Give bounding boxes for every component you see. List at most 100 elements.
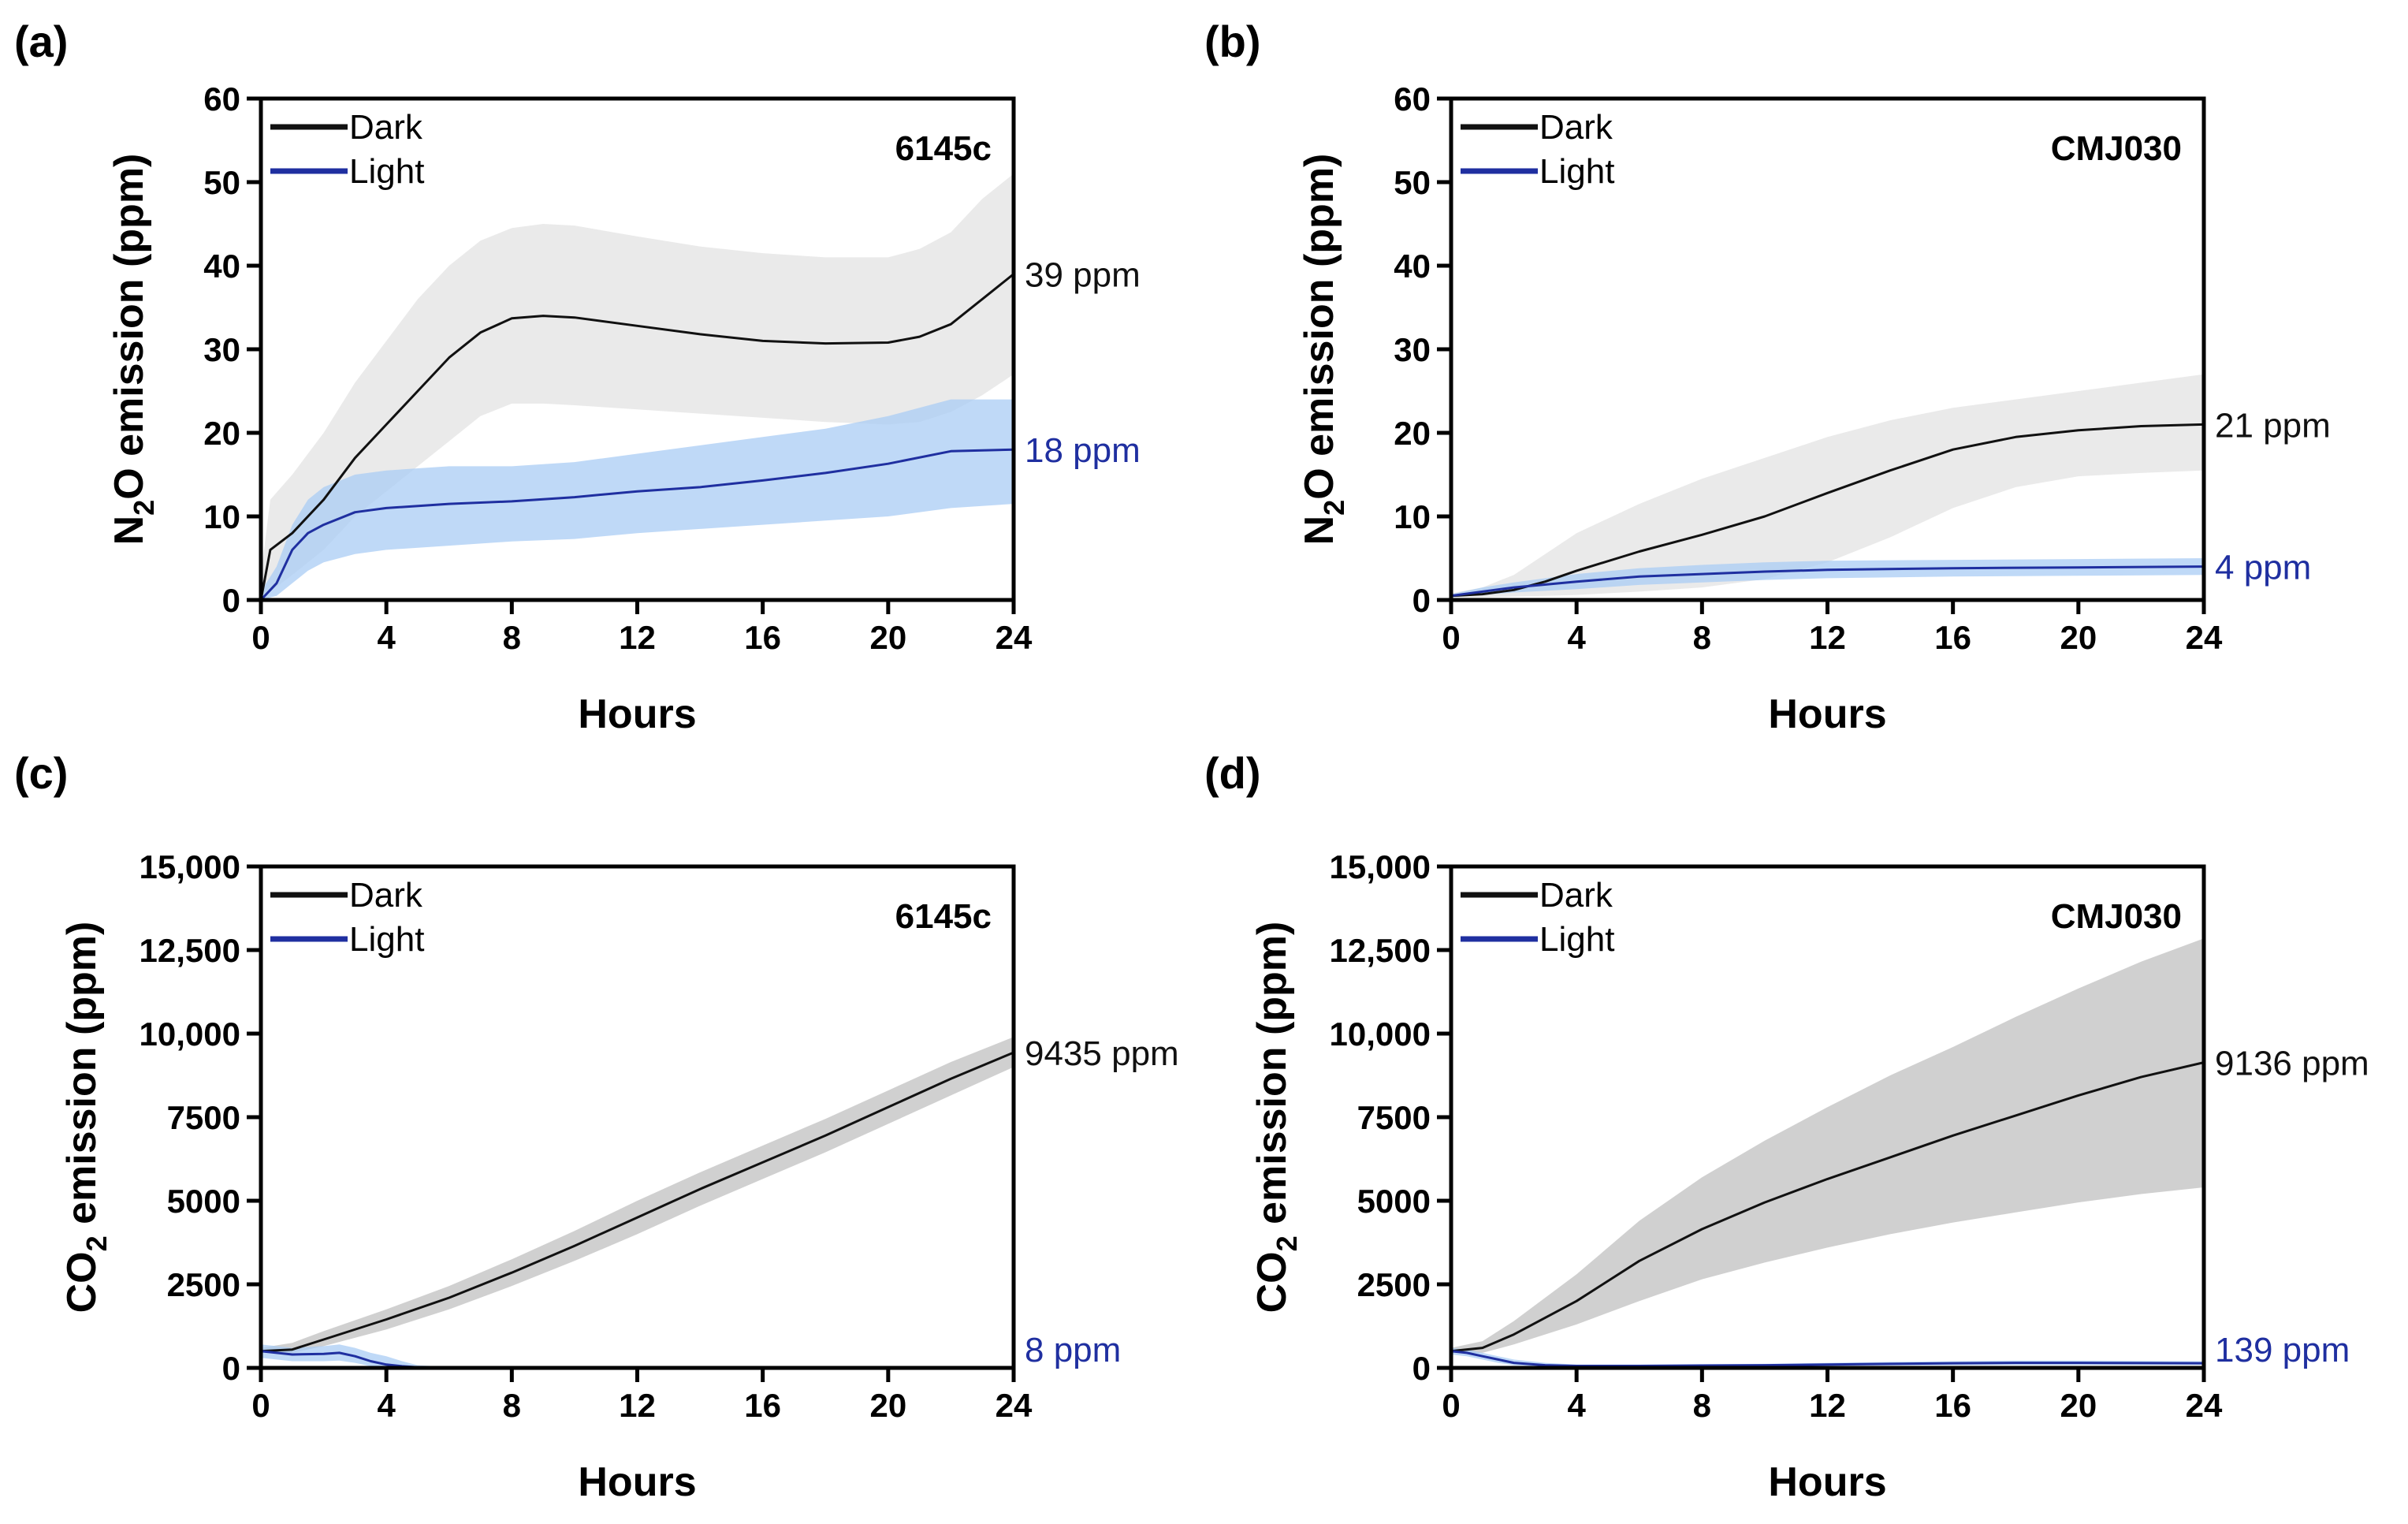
panel-c: (c) 0 2500 5000 7500 10,000 12,500 15,000 0 4 8 12 1… [14,748,1179,1505]
strain-label: CMJ030 [2051,897,2182,936]
y-tick-label: 30 [1394,331,1431,368]
x-tick-label: 16 [1934,1387,1971,1424]
y-axis-title: N2O emission (ppm) [106,154,160,546]
legend-label-light: Light [349,920,424,959]
panel-d: (d) 0 2500 5000 7500 10,000 12,500 15,000 0 4 8 12 1… [1204,748,2369,1505]
y-tick-label: 12,500 [140,932,240,969]
x-tick-label: 0 [251,619,270,656]
y-axis-title-prefix: N [1297,516,1342,546]
y-tick-label: 60 [203,80,240,117]
panel-a: (a) 0 10 20 30 40 50 60 0 4 8 12 16 20 24 Hours N2O emis… [14,17,1141,737]
y-axis-title: CO2 emission (ppm) [1249,922,1303,1313]
x-tick-label: 12 [1809,619,1846,656]
y-axis-title-suffix: emission (ppm) [1249,922,1295,1236]
y-axis-title-subscript: 2 [80,1235,113,1251]
dark-end-value-label: 9435 ppm [1025,1034,1179,1073]
x-tick-label: 4 [1567,1387,1586,1424]
y-tick-label: 40 [1394,248,1431,285]
y-axis-title-suffix: O emission (ppm) [1297,154,1342,500]
dark-end-value-label: 39 ppm [1025,256,1141,295]
x-tick-label: 20 [869,619,906,656]
y-tick-label: 40 [203,248,240,285]
x-tick-label: 0 [251,1387,270,1424]
y-axis-title-subscript: 2 [1271,1235,1303,1251]
legend-label-dark: Dark [349,108,423,147]
y-axis-title-suffix: O emission (ppm) [106,154,152,500]
legend-label-dark: Dark [1539,108,1613,147]
legend-label-light: Light [1539,152,1614,191]
light-end-value-label: 8 ppm [1025,1331,1121,1369]
y-tick-label: 30 [203,331,240,368]
y-tick-label: 2500 [1357,1266,1431,1303]
x-tick-label: 24 [2186,619,2223,656]
light-confidence-band [261,1344,1014,1368]
y-tick-label: 0 [1412,1350,1431,1387]
y-tick-label: 12,500 [1330,932,1431,969]
x-tick-label: 20 [2060,619,2097,656]
x-axis-title: Hours [578,1459,696,1505]
y-tick-label: 20 [203,415,240,452]
legend-label-light: Light [349,152,424,191]
y-axis-title-prefix: CO [1249,1251,1295,1313]
y-axis-title-subscript: 2 [1318,500,1350,516]
y-tick-label: 50 [1394,164,1431,201]
dark-end-value-label: 9136 ppm [2215,1045,2369,1083]
legend-label-dark: Dark [1539,876,1613,915]
legend-label-dark: Dark [349,876,423,915]
dark-end-value-label: 21 ppm [2215,406,2331,445]
y-tick-label: 5000 [167,1183,240,1220]
y-tick-label: 10 [203,498,240,535]
y-tick-label: 5000 [1357,1183,1431,1220]
x-tick-label: 24 [996,619,1033,656]
x-tick-label: 20 [2060,1387,2097,1424]
panel-letter: (b) [1204,17,1261,66]
dark-confidence-band [1451,374,2204,598]
light-confidence-band [261,399,1014,600]
x-tick-label: 8 [1693,619,1711,656]
y-tick-label: 0 [222,1350,240,1387]
x-tick-label: 20 [869,1387,906,1424]
y-axis-title-subscript: 2 [128,500,160,516]
strain-label: 6145c [895,129,992,168]
dark-confidence-band [1451,938,2204,1353]
y-axis-title-prefix: N [106,516,152,546]
x-tick-label: 4 [1567,619,1586,656]
x-tick-label: 8 [503,619,521,656]
x-tick-label: 12 [1809,1387,1846,1424]
y-tick-label: 7500 [1357,1099,1431,1136]
strain-label: CMJ030 [2051,129,2182,168]
dark-series-line [260,1051,1014,1353]
panel-letter: (c) [14,748,68,798]
y-axis-title-prefix: CO [59,1251,105,1313]
y-tick-label: 15,000 [140,848,240,885]
dark-confidence-band [261,173,1014,600]
panel-letter: (a) [14,17,68,66]
x-tick-label: 8 [503,1387,521,1424]
y-tick-label: 20 [1394,415,1431,452]
y-tick-label: 10 [1394,498,1431,535]
y-tick-label: 10,000 [140,1015,240,1053]
x-tick-label: 4 [377,619,396,656]
x-tick-label: 12 [619,619,656,656]
light-end-value-label: 18 ppm [1025,431,1141,470]
x-tick-label: 4 [377,1387,396,1424]
x-tick-label: 24 [2186,1387,2223,1424]
y-tick-label: 15,000 [1330,848,1431,885]
x-tick-label: 0 [1442,1387,1460,1424]
y-axis-title-suffix: emission (ppm) [59,922,105,1236]
legend-label-light: Light [1539,920,1614,959]
light-series-line [1450,1350,2205,1367]
y-tick-label: 7500 [167,1099,240,1136]
x-tick-label: 16 [744,619,781,656]
x-axis-title: Hours [578,691,696,737]
y-axis-title: CO2 emission (ppm) [59,922,113,1313]
strain-label: 6145c [895,897,992,936]
dark-series-line [259,273,1014,601]
y-tick-label: 50 [203,164,240,201]
y-tick-label: 0 [1412,582,1431,619]
x-axis-title: Hours [1768,691,1886,737]
light-series-line [1450,565,2205,598]
x-tick-label: 16 [1934,619,1971,656]
light-series-line [259,448,1014,602]
